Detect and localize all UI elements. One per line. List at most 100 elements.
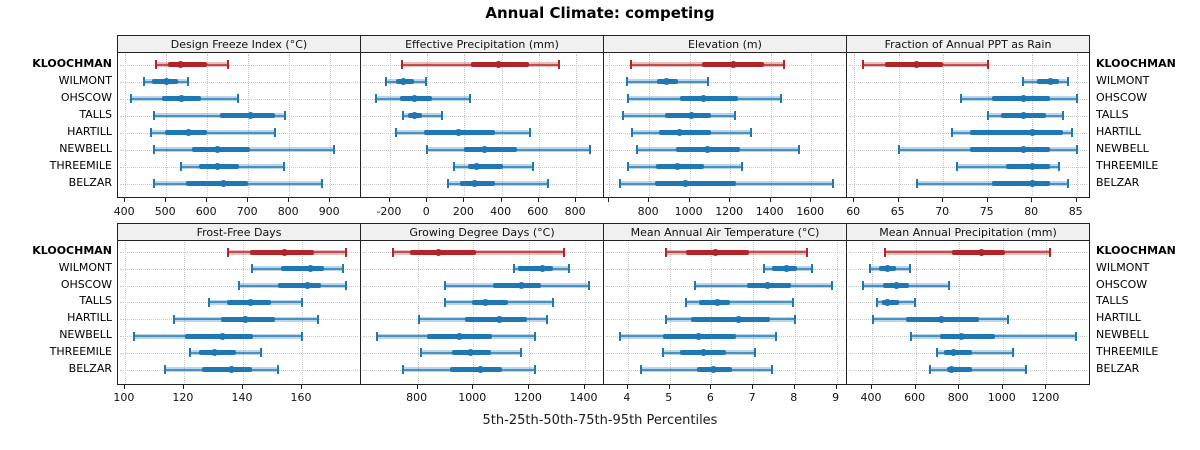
x-tick-label: 600 [195, 205, 217, 218]
whisker-cap-95th [441, 111, 443, 120]
panel-strip: Design Freeze Index (°C) [117, 35, 361, 53]
iqr-bar-25-75 [192, 147, 250, 152]
x-gridline [207, 54, 209, 196]
iqr-bar-25-75 [969, 147, 1050, 152]
station-label-left: WILMONT [58, 260, 112, 274]
y-gridline [120, 64, 358, 66]
whisker-cap-95th [226, 60, 229, 69]
x-gridline [464, 54, 466, 196]
whisker-cap-95th [986, 60, 989, 69]
median-dot [676, 129, 683, 136]
whisker-cap-95th [754, 348, 757, 358]
x-gridline [836, 242, 838, 383]
x-tick [575, 198, 577, 202]
x-tick-label: 800 [277, 205, 299, 218]
station-label-left: BELZAR [68, 361, 112, 375]
x-tick-label: 400 [490, 205, 512, 218]
whisker-cap-95th [1048, 247, 1051, 257]
x-tick-label: 600 [527, 205, 549, 218]
station-label-right: BELZAR [1096, 175, 1140, 189]
whisker-cap-5th [664, 247, 667, 257]
x-tick-label: 5 [665, 391, 673, 404]
whisker-cap-95th [741, 162, 744, 171]
x-gridline [1046, 242, 1048, 383]
whisker-cap-5th [143, 77, 146, 86]
station-label-right: HARTILL [1096, 124, 1141, 138]
whisker-cap-5th [385, 77, 388, 86]
whisker-cap-95th [1007, 314, 1010, 324]
median-dot [496, 315, 504, 323]
strip-title: Effective Precipitation (mm) [405, 37, 559, 51]
median-dot [473, 163, 480, 170]
whisker-cap-95th [793, 314, 796, 324]
x-tick-label: 900 [318, 205, 340, 218]
x-tick [648, 198, 650, 202]
median-dot [227, 366, 235, 374]
whisker-cap-5th [150, 128, 152, 137]
x-tick [752, 385, 754, 389]
median-dot [467, 349, 474, 357]
median-dot [1046, 78, 1054, 85]
whisker-cap-5th [872, 314, 875, 324]
strip-title: Fraction of Annual PPT as Rain [884, 37, 1052, 51]
x-tick-label: 500 [154, 205, 176, 218]
x-tick-label: 7 [748, 391, 756, 404]
y-gridline [849, 268, 1087, 270]
median-dot [399, 78, 407, 85]
x-gridline [872, 242, 873, 383]
x-gridline [183, 242, 185, 383]
y-gridline [120, 98, 358, 100]
x-tick-label: 1000 [674, 205, 703, 218]
station-label-left: OHSCOW [60, 277, 112, 291]
whisker-cap-5th [163, 365, 166, 375]
x-gridline [166, 54, 168, 196]
whisker-cap-95th [469, 94, 471, 103]
station-label-right: THREEMILE [1096, 344, 1159, 358]
median-dot [162, 78, 170, 85]
whisker-cap-95th [589, 145, 591, 154]
x-gridline [794, 242, 796, 383]
median-dot [455, 129, 463, 136]
median-dot [410, 95, 418, 102]
panel [846, 52, 1090, 198]
median-dot [710, 366, 717, 374]
x-tick-label: 1400 [569, 391, 598, 404]
median-dot [435, 248, 442, 256]
whisker-cap-5th [868, 264, 871, 274]
x-tick [1045, 385, 1047, 389]
strip-title: Elevation (m) [688, 37, 762, 51]
station-label-right: TALLS [1096, 294, 1129, 308]
whisker-cap-5th [132, 331, 135, 341]
iqr-bar-25-75 [659, 130, 711, 135]
whisker-cap-95th [1075, 145, 1078, 154]
x-tick-label: 1000 [458, 391, 487, 404]
whisker-cap-95th [277, 365, 280, 375]
x-gridline [898, 54, 900, 196]
whisker-cap-5th [395, 128, 398, 137]
whisker-cap-5th [420, 348, 422, 358]
whisker-cap-5th [960, 94, 962, 103]
panel [117, 240, 361, 385]
percentile-range-line [937, 351, 1013, 354]
median-dot [185, 129, 193, 136]
panel [603, 52, 847, 198]
x-tick [463, 198, 465, 202]
x-gridline [389, 54, 391, 196]
whisker-cap-95th [1066, 77, 1069, 86]
x-tick [710, 385, 712, 389]
whisker-cap-95th [706, 77, 709, 86]
x-gridline [289, 54, 291, 196]
x-tick [607, 198, 609, 202]
median-dot [1019, 95, 1027, 102]
whisker-cap-5th [884, 247, 887, 257]
whisker-cap-95th [791, 297, 794, 307]
whisker-cap-5th [986, 111, 989, 120]
panel [360, 52, 604, 198]
median-dot [712, 248, 720, 256]
median-dot [1019, 112, 1027, 119]
whisker-cap-5th [227, 247, 230, 257]
iqr-bar-25-75 [943, 350, 973, 356]
strip-title: Growing Degree Days (°C) [409, 225, 555, 239]
whisker-cap-5th [862, 60, 865, 69]
